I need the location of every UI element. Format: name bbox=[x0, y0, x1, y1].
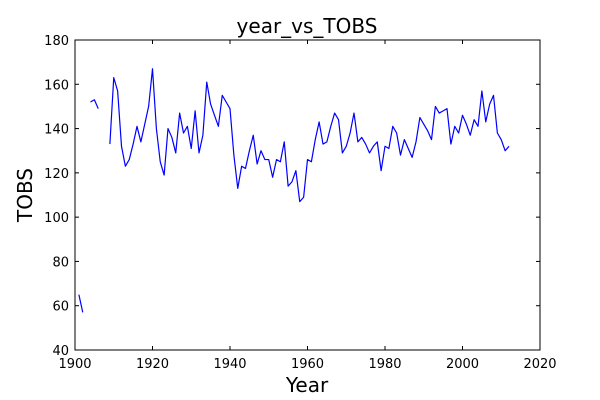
x-axis-label: Year bbox=[285, 373, 329, 397]
x-tick-label: 1960 bbox=[291, 357, 324, 372]
series-line-segment bbox=[109, 68, 510, 203]
x-tick-label: 2020 bbox=[523, 357, 556, 372]
data-lines bbox=[78, 68, 510, 313]
y-tick-label: 140 bbox=[44, 123, 69, 138]
y-tick-label: 180 bbox=[44, 34, 69, 49]
chart-title: year_vs_TOBS bbox=[237, 14, 378, 38]
y-tick-label: 80 bbox=[52, 255, 69, 270]
y-tick-label: 100 bbox=[44, 211, 69, 226]
y-tick-label: 160 bbox=[44, 78, 69, 93]
series-line-segment bbox=[90, 99, 99, 109]
y-tick-label: 40 bbox=[52, 344, 69, 359]
x-tick-label: 1980 bbox=[368, 357, 401, 372]
series-line-segment bbox=[78, 294, 84, 313]
y-tick-label: 60 bbox=[52, 300, 69, 315]
x-tick-label: 1940 bbox=[213, 357, 246, 372]
y-axis-label: TOBS bbox=[13, 168, 37, 223]
y-axis: 40 60 80 100 120 140 160 180 bbox=[44, 34, 540, 359]
x-tick-label: 1920 bbox=[136, 357, 169, 372]
x-tick-label: 1900 bbox=[58, 357, 91, 372]
x-axis: 1900 1920 1940 1960 1980 2000 2020 bbox=[58, 40, 557, 372]
x-tick-label: 2000 bbox=[446, 357, 479, 372]
y-tick-label: 120 bbox=[44, 167, 69, 182]
